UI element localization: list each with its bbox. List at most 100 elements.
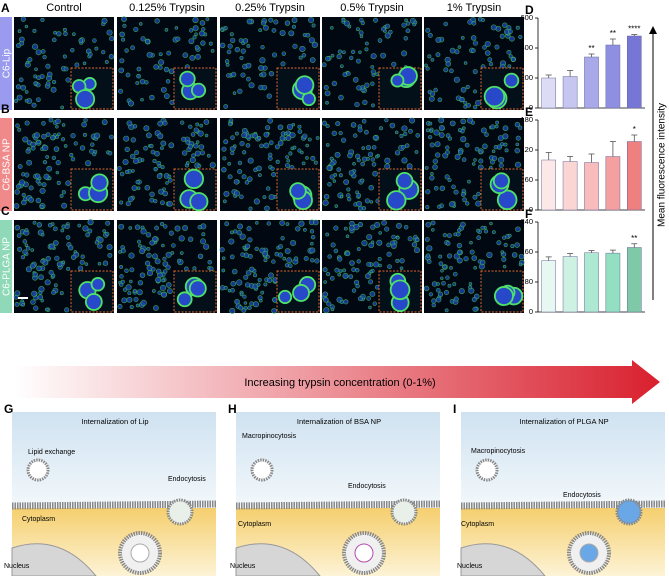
y-tick-label: 400: [520, 43, 533, 52]
cell: [482, 143, 488, 149]
cell: [502, 264, 507, 269]
cell: [127, 100, 135, 107]
y-tick-label: 180: [520, 115, 533, 124]
panel-letter: G: [4, 402, 13, 416]
cell: [425, 66, 430, 71]
diagram-label: Lipid exchange: [28, 449, 75, 456]
cell: [341, 17, 346, 22]
cell: [119, 264, 124, 269]
cell: [44, 279, 51, 286]
cell: [79, 145, 86, 151]
column-header: Control: [46, 2, 81, 14]
cell: [364, 198, 371, 204]
significance: **: [631, 234, 637, 243]
cell: [378, 231, 382, 235]
cell: [249, 266, 255, 272]
cell: [443, 67, 449, 73]
cell: [322, 291, 329, 298]
cell: [257, 173, 262, 177]
cell: [24, 90, 29, 94]
vesicle: [26, 458, 50, 482]
cell: [377, 38, 383, 43]
cell: [356, 85, 362, 91]
cell: [356, 247, 361, 251]
cell: [271, 308, 277, 314]
cell: [461, 157, 467, 162]
error-bar: [588, 250, 595, 253]
cell: [178, 235, 185, 242]
column-header: 0.5% Trypsin: [340, 2, 404, 14]
diagram-label: Cytoplasm: [22, 516, 55, 523]
cell: [336, 167, 342, 172]
cell: [349, 55, 354, 60]
cell: [271, 259, 276, 264]
cell: [193, 127, 199, 133]
cell: [438, 124, 445, 131]
cell: [401, 144, 406, 150]
significance: ****: [628, 25, 640, 34]
cell: [384, 226, 390, 232]
cell: [414, 150, 419, 154]
cell: [119, 171, 125, 177]
cell: [338, 173, 343, 178]
cell: [24, 172, 30, 178]
cell: [152, 236, 158, 242]
cell: [195, 122, 200, 127]
cell: [456, 242, 463, 249]
cell: [229, 118, 234, 123]
cell: [129, 304, 134, 310]
inset-cell: [90, 173, 109, 192]
cell: [101, 17, 108, 24]
cell: [155, 276, 162, 283]
cell: [326, 301, 332, 307]
cell: [197, 224, 202, 230]
cell: [20, 254, 26, 260]
cell: [131, 185, 138, 191]
cell: [230, 288, 235, 293]
cell: [229, 230, 234, 235]
significance: *: [633, 125, 636, 134]
cell: [499, 33, 505, 39]
cell: [355, 268, 360, 273]
cell: [346, 71, 351, 76]
cell: [508, 54, 513, 59]
cell: [203, 119, 210, 125]
cell: [349, 260, 355, 266]
cell: [384, 118, 389, 123]
cell: [125, 201, 131, 207]
cell: [358, 222, 364, 228]
cell: [227, 43, 233, 49]
cell: [489, 221, 493, 226]
cell: [291, 17, 298, 24]
cell: [480, 225, 485, 230]
cell: [457, 45, 462, 49]
cell: [230, 280, 237, 287]
cell: [77, 265, 84, 271]
cell: [371, 162, 377, 167]
cell: [324, 90, 331, 97]
cell: [21, 302, 25, 307]
bar: [562, 161, 578, 211]
cell: [368, 279, 374, 285]
cell: [244, 243, 251, 249]
cell: [162, 256, 167, 261]
inset-cell: [189, 192, 209, 212]
gradient-arrow: [14, 360, 660, 404]
cell: [188, 28, 194, 33]
cell: [279, 220, 285, 226]
cell: [297, 148, 302, 153]
cell: [243, 274, 249, 280]
cell: [372, 135, 378, 141]
inset-cell: [492, 172, 510, 190]
cell: [246, 18, 253, 25]
bar: [541, 159, 557, 211]
cell: [414, 247, 420, 254]
cell: [52, 240, 59, 246]
cell: [149, 143, 154, 149]
cell: [267, 117, 273, 124]
cell: [404, 143, 410, 148]
cell: [429, 175, 435, 181]
vesicle: [475, 458, 499, 482]
cell: [390, 240, 396, 246]
cell: [270, 166, 275, 171]
